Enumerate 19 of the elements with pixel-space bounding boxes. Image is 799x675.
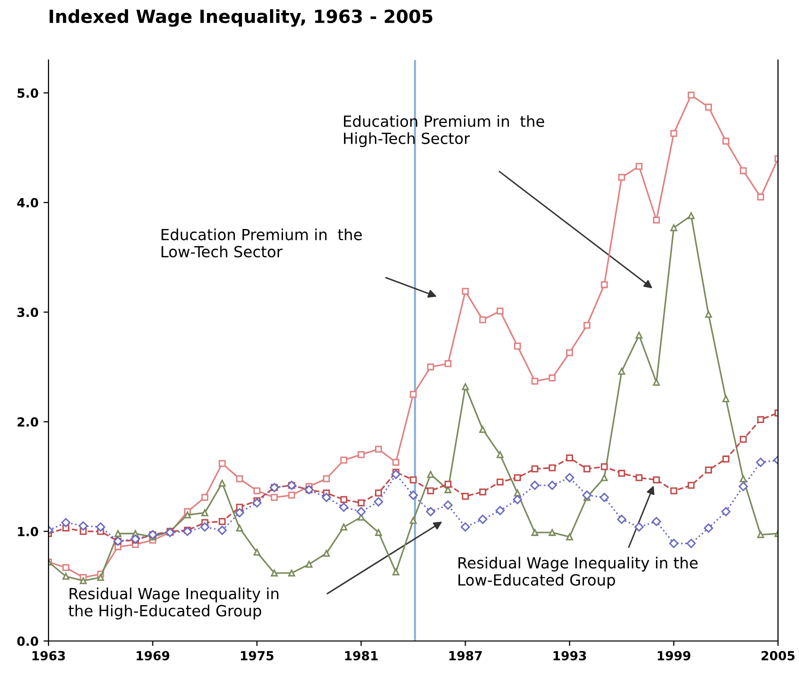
y-tick-label: 2.0	[18, 417, 38, 427]
annotation: Education Premium in the High-Tech Sector	[344, 115, 544, 148]
annotation: Residual Wage Inequality in the Low-Educated Group	[458, 556, 698, 589]
x-tick-label: 1999	[658, 650, 690, 660]
x-tick-label: 1981	[345, 650, 378, 660]
x-tick-label: 1969	[136, 650, 170, 660]
y-tick-label: 3.0	[17, 308, 38, 318]
y-tick-label: 0.0	[17, 636, 38, 646]
x-tick-label: 2005	[762, 650, 795, 660]
annotation: Residual Wage Inequality in the High-Educated Group	[68, 588, 278, 620]
x-tick-label: 1975	[240, 650, 274, 660]
x-tick-label: 1963	[32, 650, 65, 660]
x-tick-label: 1987	[449, 650, 482, 660]
y-tick-label: 4.0	[17, 198, 38, 208]
chart-title: Indexed Wage Inequality, 1963 - 2005	[50, 9, 432, 27]
annotation: Education Premium in the Low-Tech Sector	[162, 228, 362, 258]
y-tick-label: 5.0	[18, 88, 38, 98]
y-tick-label: 1.0	[18, 526, 38, 536]
x-tick-label: 1993	[554, 650, 586, 660]
